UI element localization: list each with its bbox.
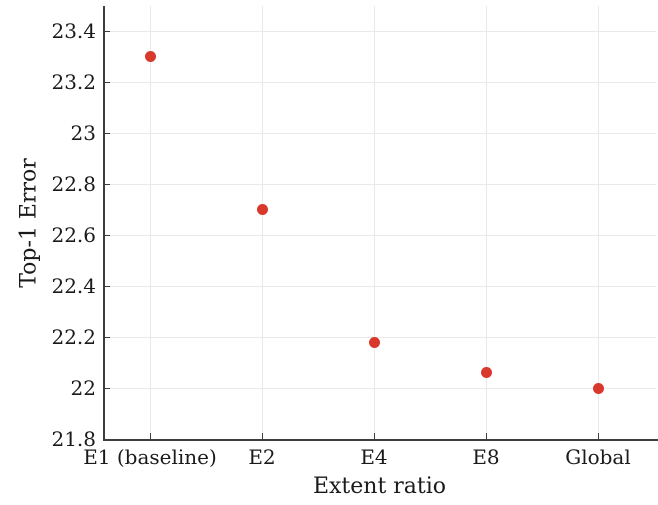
y-tick-label: 22.8 <box>51 172 96 197</box>
plot-area <box>103 6 656 439</box>
y-tick-mark <box>104 133 110 135</box>
y-axis-line <box>103 6 105 440</box>
y-tick-label: 22 <box>70 376 96 401</box>
x-tick-label: E8 <box>472 445 500 469</box>
x-tick-label: E2 <box>248 445 276 469</box>
data-point <box>368 336 380 348</box>
x-grid-line <box>486 6 487 439</box>
x-axis-title: Extent ratio <box>312 474 447 499</box>
y-tick-mark <box>104 439 110 440</box>
y-tick-mark <box>104 184 110 186</box>
x-grid-line <box>150 6 151 439</box>
x-grid-line <box>598 6 599 439</box>
y-grid-line <box>103 133 656 135</box>
y-tick-mark <box>104 286 110 288</box>
y-grid-line <box>103 31 656 33</box>
y-tick-mark <box>104 388 110 390</box>
data-point <box>480 367 492 379</box>
x-axis-line <box>103 439 658 441</box>
y-tick-label: 23.4 <box>51 19 96 44</box>
y-grid-line <box>103 184 656 186</box>
y-tick-mark <box>104 82 110 84</box>
y-tick-label: 23.2 <box>51 70 96 95</box>
x-tick-mark <box>598 433 599 439</box>
x-grid-line <box>374 6 375 439</box>
y-tick-label: 22.2 <box>51 325 96 350</box>
x-tick-mark <box>262 433 263 439</box>
y-tick-mark <box>104 31 110 33</box>
y-grid-line <box>103 235 656 237</box>
y-tick-label: 21.8 <box>51 427 96 451</box>
y-tick-label: 23 <box>70 121 96 146</box>
x-tick-mark <box>486 433 487 439</box>
y-grid-line <box>103 286 656 288</box>
x-tick-mark <box>374 433 375 439</box>
y-tick-mark <box>104 337 110 339</box>
x-tick-label: E1 (baseline) <box>83 445 217 469</box>
data-point <box>592 382 604 394</box>
y-tick-label: 22.4 <box>51 274 96 299</box>
y-grid-line <box>103 82 656 84</box>
x-grid-line <box>262 6 263 439</box>
x-tick-label: Global <box>565 445 631 469</box>
y-tick-mark <box>104 235 110 237</box>
y-grid-line <box>103 388 656 390</box>
data-point <box>144 51 156 63</box>
x-tick-label: E4 <box>360 445 388 469</box>
y-tick-label: 22.6 <box>51 223 96 248</box>
data-point <box>256 204 268 216</box>
x-tick-mark <box>150 433 151 439</box>
y-grid-line <box>103 337 656 339</box>
